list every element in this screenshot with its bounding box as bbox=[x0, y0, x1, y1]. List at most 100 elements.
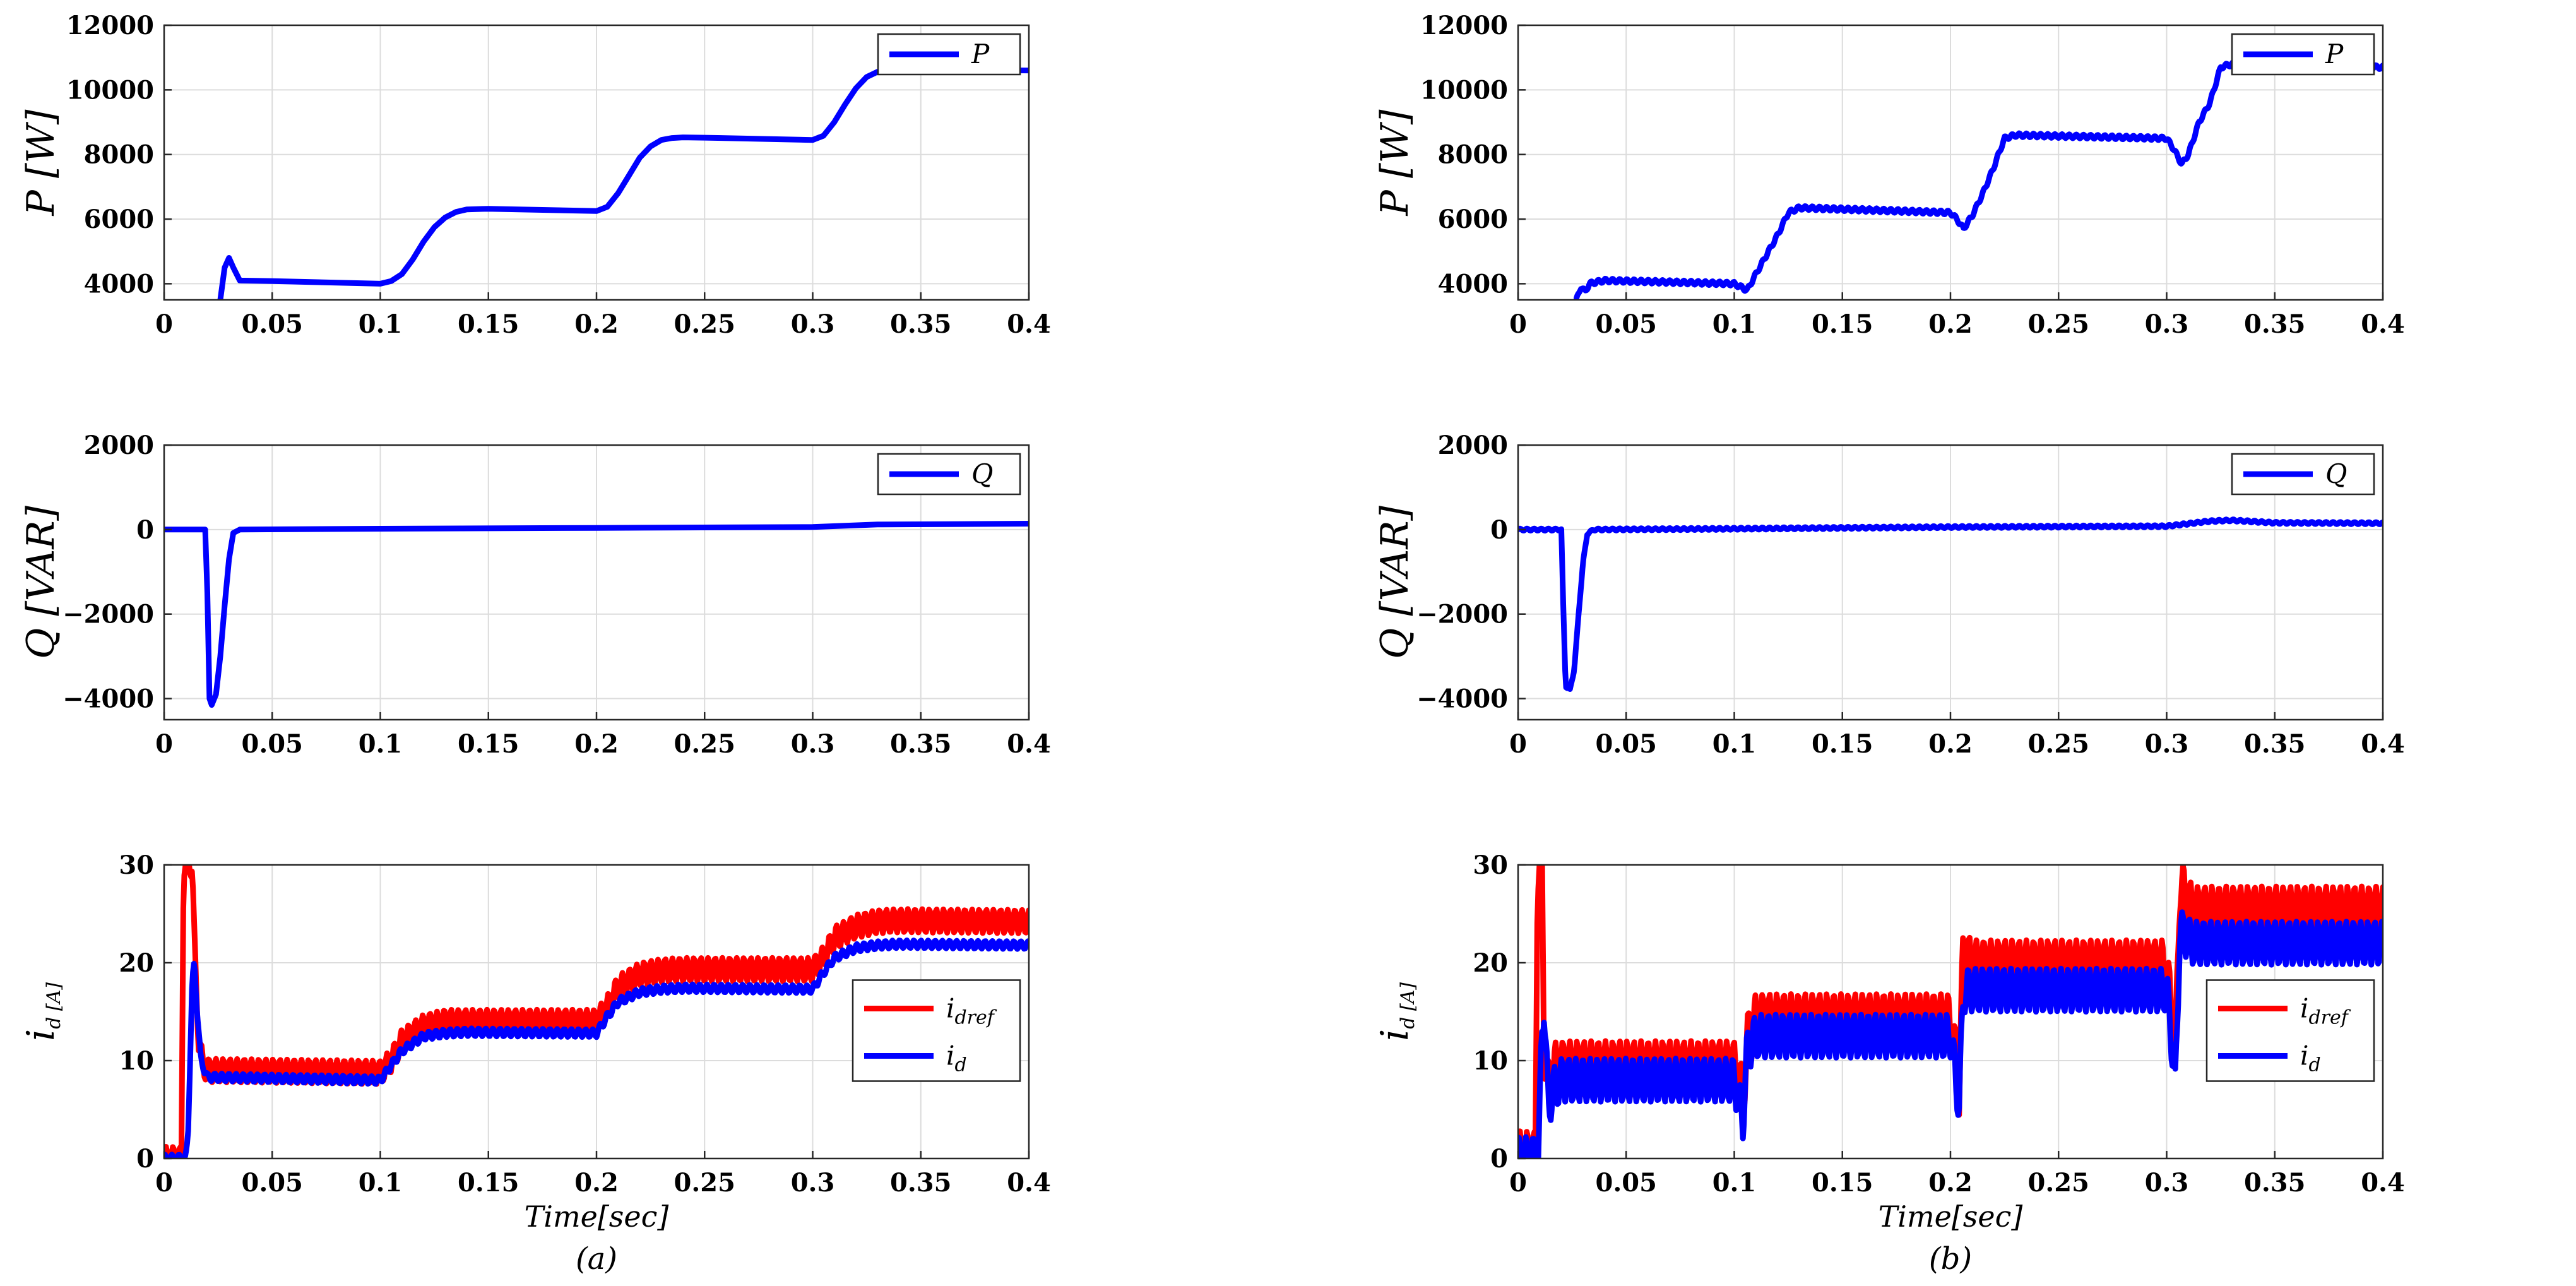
subfigure-caption: (b) bbox=[1929, 1241, 1972, 1277]
x-tick-label: 0.25 bbox=[674, 1168, 735, 1198]
x-tick-label: 0.25 bbox=[2028, 1168, 2089, 1198]
y-axis-label: P [W] bbox=[19, 109, 63, 217]
legend-label-i-d: id bbox=[946, 1040, 967, 1076]
legend-label-P: P bbox=[971, 39, 990, 69]
y-tick-label: 10 bbox=[119, 1046, 154, 1076]
legend: Q bbox=[2231, 453, 2375, 496]
x-tick-label: 0.05 bbox=[242, 309, 303, 339]
x-tick-label: 0.25 bbox=[674, 309, 735, 339]
x-tick-label: 0.25 bbox=[674, 729, 735, 759]
x-tick-label: 0.4 bbox=[2361, 1168, 2405, 1198]
chart-a1: 0 0.05 0.1 0.15 0.2 0.25 0.3 0.35 0.4 4000 6000 800… bbox=[19, 11, 1051, 339]
x-tick-label: 0.15 bbox=[458, 309, 519, 339]
x-tick-label: 0.2 bbox=[574, 729, 619, 759]
series-line-P bbox=[217, 66, 1029, 300]
chart-b3: 0 0.05 0.1 0.15 0.2 0.25 0.3 0.35 0.4 0 10 20 30 id [… bbox=[1373, 850, 2405, 1277]
x-tick-label: 0.2 bbox=[1928, 729, 1973, 759]
x-axis-label: Time[sec] bbox=[525, 1200, 669, 1234]
y-tick-label: −2000 bbox=[62, 600, 154, 629]
x-tick-label: 0 bbox=[155, 729, 173, 759]
y-axis-label: P [W] bbox=[1373, 109, 1417, 217]
x-tick-label: 0.1 bbox=[1712, 1168, 1757, 1198]
x-axis-label: Time[sec] bbox=[1879, 1200, 2023, 1234]
series-line-i-d bbox=[1518, 909, 2383, 1158]
y-tick-label: 6000 bbox=[84, 205, 154, 234]
x-tick-label: 0.3 bbox=[2145, 1168, 2189, 1198]
x-tick-label: 0.3 bbox=[2145, 309, 2189, 339]
x-tick-label: 0 bbox=[1509, 1168, 1527, 1198]
y-tick-label: 30 bbox=[119, 850, 154, 880]
x-tick-label: 0.35 bbox=[2244, 1168, 2305, 1198]
y-tick-label: 4000 bbox=[1438, 269, 1508, 299]
y-tick-label: 12000 bbox=[1420, 11, 1508, 40]
legend-label-P: P bbox=[2325, 39, 2344, 69]
y-tick-label: 2000 bbox=[1438, 431, 1508, 460]
x-tick-label: 0.4 bbox=[2361, 309, 2405, 339]
chart-a3: 0 0.05 0.1 0.15 0.2 0.25 0.3 0.35 0.4 0 10 20 30 id [… bbox=[19, 850, 1051, 1277]
series-line-Q bbox=[164, 521, 1029, 708]
y-tick-label: 2000 bbox=[84, 431, 154, 460]
legend-box bbox=[852, 979, 1021, 1082]
x-tick-label: 0.35 bbox=[2244, 309, 2305, 339]
x-tick-label: 0 bbox=[155, 1168, 173, 1198]
x-tick-label: 0.4 bbox=[1007, 1168, 1051, 1198]
x-tick-label: 0.3 bbox=[2145, 729, 2189, 759]
x-tick-label: 0.4 bbox=[2361, 729, 2405, 759]
y-tick-label: 10000 bbox=[1420, 75, 1508, 105]
y-tick-label: 12000 bbox=[66, 11, 154, 40]
x-tick-label: 0.35 bbox=[890, 1168, 951, 1198]
x-tick-label: 0.05 bbox=[242, 1168, 303, 1198]
x-tick-label: 0.3 bbox=[791, 1168, 835, 1198]
y-tick-label: 4000 bbox=[84, 269, 154, 299]
y-tick-label: −4000 bbox=[1416, 684, 1508, 714]
y-axis-label: Q [VAR] bbox=[1373, 505, 1417, 658]
x-tick-label: 0.35 bbox=[890, 729, 951, 759]
series-line-Q bbox=[1518, 516, 2383, 692]
legend-label-Q: Q bbox=[2325, 458, 2347, 489]
x-tick-label: 0.15 bbox=[1812, 309, 1873, 339]
x-tick-label: 0.2 bbox=[1928, 1168, 1973, 1198]
x-tick-label: 0.2 bbox=[574, 309, 619, 339]
x-tick-label: 0.1 bbox=[359, 309, 403, 339]
x-tick-label: 0.05 bbox=[242, 729, 303, 759]
y-tick-label: 8000 bbox=[1438, 140, 1508, 170]
y-tick-label: 20 bbox=[1473, 948, 1508, 978]
series-line-i-d bbox=[164, 938, 1029, 1158]
y-tick-label: 0 bbox=[1490, 1144, 1508, 1174]
x-tick-label: 0.2 bbox=[1928, 309, 1973, 339]
x-tick-label: 0 bbox=[155, 309, 173, 339]
x-tick-label: 0.1 bbox=[359, 1168, 403, 1198]
x-tick-label: 0.05 bbox=[1596, 1168, 1657, 1198]
y-tick-label: 0 bbox=[136, 515, 154, 545]
x-tick-label: 0.3 bbox=[791, 309, 835, 339]
y-tick-label: 8000 bbox=[84, 140, 154, 170]
x-tick-label: 0.05 bbox=[1596, 729, 1657, 759]
y-tick-label: 0 bbox=[1490, 515, 1508, 545]
legend-label-Q: Q bbox=[971, 458, 993, 489]
x-tick-label: 0.35 bbox=[2244, 729, 2305, 759]
x-tick-label: 0.25 bbox=[2028, 309, 2089, 339]
legend: idref id bbox=[852, 979, 1021, 1082]
y-axis-label: Q [VAR] bbox=[19, 505, 63, 658]
y-tick-label: 0 bbox=[136, 1144, 154, 1174]
x-tick-label: 0 bbox=[1509, 309, 1527, 339]
x-tick-label: 0.1 bbox=[359, 729, 403, 759]
y-tick-label: 6000 bbox=[1438, 205, 1508, 234]
x-tick-label: 0.4 bbox=[1007, 729, 1051, 759]
x-tick-label: 0.35 bbox=[890, 309, 951, 339]
x-tick-label: 0 bbox=[1509, 729, 1527, 759]
x-tick-label: 0.3 bbox=[791, 729, 835, 759]
legend: idref id bbox=[2205, 979, 2375, 1082]
y-tick-label: −4000 bbox=[62, 684, 154, 714]
x-tick-label: 0.15 bbox=[458, 1168, 519, 1198]
legend: Q bbox=[877, 453, 1021, 496]
x-tick-label: 0.1 bbox=[1712, 309, 1757, 339]
y-tick-label: 20 bbox=[119, 948, 154, 978]
legend: P bbox=[2231, 33, 2375, 76]
y-tick-label: 30 bbox=[1473, 850, 1508, 880]
x-tick-label: 0.15 bbox=[458, 729, 519, 759]
x-tick-label: 0.15 bbox=[1812, 1168, 1873, 1198]
x-tick-label: 0.4 bbox=[1007, 309, 1051, 339]
x-tick-label: 0.15 bbox=[1812, 729, 1873, 759]
